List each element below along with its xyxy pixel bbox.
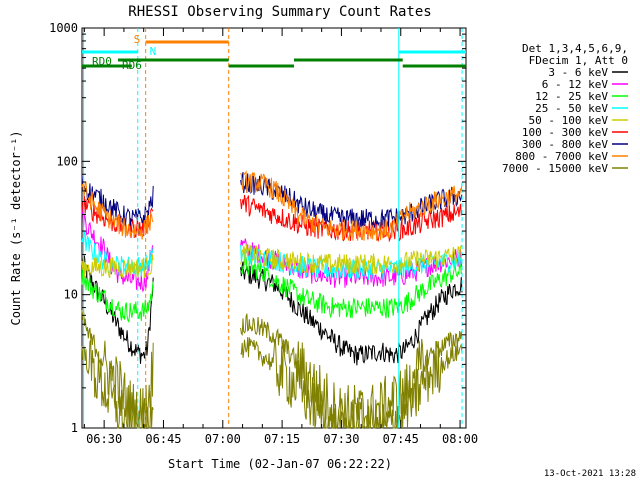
x-tick-label: 07:15: [264, 432, 300, 446]
x-axis-label: Start Time (02-Jan-07 06:22:22): [168, 457, 392, 471]
legend: Det 1,3,4,5,6,9,FDecim 1, Att 03 - 6 keV…: [502, 42, 628, 175]
legend-entry: 3 - 6 keV: [548, 66, 608, 79]
x-tick-label: 07:45: [383, 432, 419, 446]
series-line: [81, 309, 154, 429]
series-line: [81, 181, 154, 240]
x-tick-label: 07:30: [323, 432, 359, 446]
y-tick-label: 1: [71, 421, 78, 435]
state-bar-label: RD6: [122, 59, 142, 72]
chart-ticks: 06:30 06:45 07:00 07:15 07:30 07:45 08:00 1 10 10…: [49, 21, 478, 446]
series-line: [240, 243, 463, 275]
legend-header: Det 1,3,4,5,6,9,: [522, 42, 628, 55]
chart-title: RHESSI Observing Summary Count Rates: [128, 4, 431, 20]
x-tick-label: 07:00: [205, 432, 241, 446]
state-bar-label: S: [134, 33, 141, 46]
legend-entry: 6 - 12 keV: [542, 78, 609, 91]
legend-entry: 25 - 50 keV: [535, 102, 608, 115]
footer-timestamp: 13-Oct-2021 13:28: [544, 469, 636, 479]
legend-entry: 100 - 300 keV: [522, 126, 608, 139]
legend-entry: 12 - 25 keV: [535, 90, 608, 103]
series-line: [240, 337, 463, 430]
chart-annotations: SN RD0 RD6: [82, 28, 466, 428]
y-tick-label: 100: [56, 154, 78, 168]
chart-traces: [81, 170, 463, 430]
y-axis-label: Count Rate (s⁻¹ detector⁻¹): [9, 130, 23, 325]
series-line: [81, 268, 154, 323]
legend-header: FDecim 1, Att 0: [529, 54, 628, 67]
series-line: [81, 174, 154, 227]
x-tick-label: 06:45: [145, 432, 181, 446]
series-line: [240, 170, 463, 242]
series-line: [240, 261, 463, 366]
legend-entry: 50 - 100 keV: [529, 114, 609, 127]
series-line: [240, 313, 463, 430]
y-tick-label: 10: [64, 288, 78, 302]
series-line: [81, 230, 154, 277]
series-line: [240, 255, 463, 319]
x-tick-label: 06:30: [86, 432, 122, 446]
x-tick-label: 08:00: [442, 432, 478, 446]
state-bar-label: RD0: [92, 55, 112, 68]
series-line: [240, 244, 463, 280]
legend-entry: 800 - 7000 keV: [515, 150, 608, 163]
series-line: [81, 254, 154, 279]
legend-entry: 7000 - 15000 keV: [502, 162, 608, 175]
state-bar-label: N: [150, 45, 157, 58]
y-tick-label: 1000: [49, 21, 78, 35]
legend-entry: 300 - 800 keV: [522, 138, 608, 151]
plot-area: [81, 27, 467, 429]
series-line: [81, 339, 154, 429]
